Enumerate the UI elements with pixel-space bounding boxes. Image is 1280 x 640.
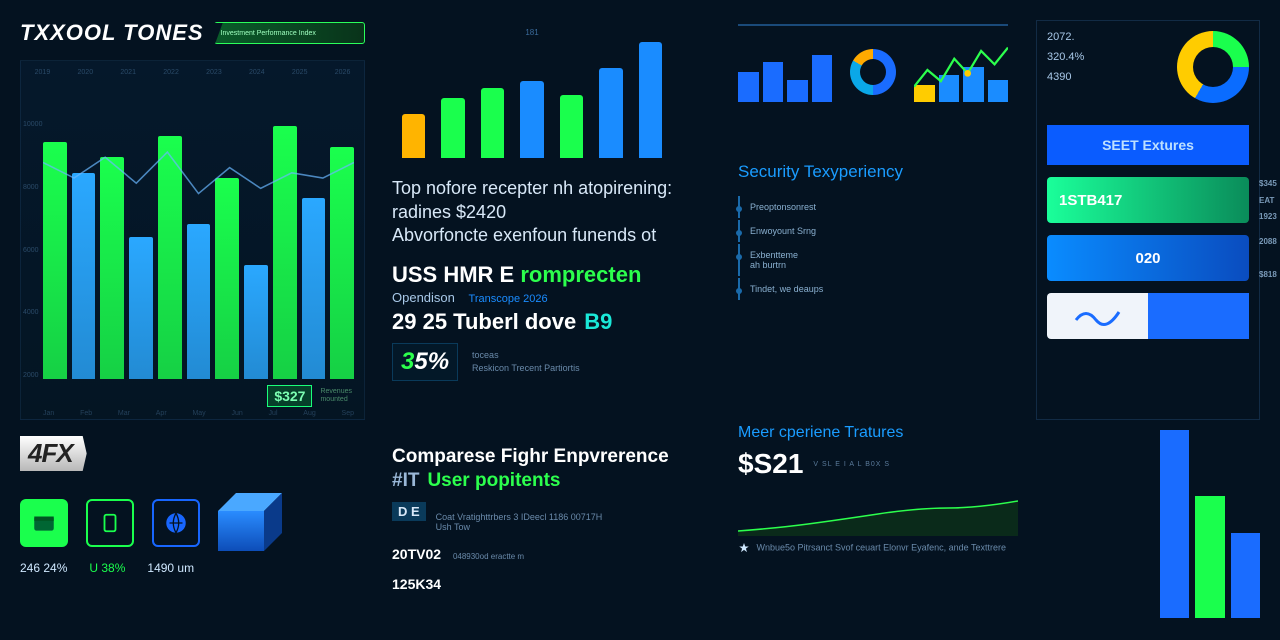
meer-title: Meer cperiene Tratures [738,424,1018,442]
meer-section: Meer cperiene Tratures $S21 V SL E I A L… [738,424,1018,554]
tile-green[interactable]: 1STB417 $345 EAT 1923 [1047,177,1249,223]
meer-area-chart [738,486,1018,536]
headline-2: Abvorfoncte exenfoun funends ot [392,225,712,246]
compare-row2: 125K34 [392,576,441,592]
block2-sub: Opendison [392,290,455,305]
logo-text: TXXOOL TONES [20,20,204,46]
globe-icon[interactable] [152,499,200,547]
right-stats: 2072.320.4%4390 [1047,31,1167,103]
security-section-title: Security Texyperiency [738,162,1008,182]
security-list-item[interactable]: Exbentteme ah burtrn [738,244,1008,276]
fx-badge: 4FX [20,436,87,471]
mini-donut-chart [850,49,896,95]
security-list-item[interactable]: Preoptonsonrest [738,196,1008,218]
compare-title: Comparese Fighr Enpvrerence [392,446,722,468]
chart-inset-badge: $327 Revenues mounted [267,385,352,407]
mid-bar-chart: 181 [392,28,672,158]
divider [738,24,1008,26]
mini-bar-chart-2 [914,42,1008,102]
mid-chart-title: 181 [525,28,538,37]
inset-value: $327 [267,385,312,407]
chart-x-ticks: JanFebMarAprMayJunJulAugSep [43,410,354,417]
mini-charts-row [738,38,1008,106]
headline-1: Top nofore recepter nh atopirening: radi… [392,176,712,225]
compare-sub-green: User popitents [427,470,560,492]
main-revenue-chart: 20192020202120222023202420252026 1000080… [20,60,365,420]
security-list-item[interactable]: Enwoyount Srng [738,220,1008,242]
mini-sparkline [914,42,1008,98]
block2-line3: 29 25 Tuberl dove [392,309,576,335]
meer-ticker: V SL E I A L B0X S [813,461,890,468]
compare-row1: 20TV02 [392,546,441,562]
chart-bars [43,121,354,379]
document-icon[interactable] [86,499,134,547]
logo-subtitle-pill: Investment Performance Index [214,22,365,44]
wallet-icon[interactable] [20,499,68,547]
seet-button[interactable]: SEET Extures [1047,125,1249,165]
meer-footnote: Wnbue5o Pitrsanct Svof ceuart Elonvr Eya… [738,542,1018,554]
right-donut-chart [1177,31,1249,103]
tile-white[interactable] [1047,293,1249,339]
percent-caption: toceas Reskicon Trecent Partiortis [472,349,580,374]
block2-title-white: USS HMR E [392,262,520,287]
tile-green-value: 1STB417 [1059,192,1122,209]
inset-caption: Revenues mounted [320,388,352,405]
tile-white-spark [1047,293,1148,339]
block2-line3-teal: B9 [584,309,612,335]
cube-icon [218,493,288,553]
chart-top-ticks: 20192020202120222023202420252026 [21,69,364,76]
security-list-item[interactable]: Tindet, we deaups [738,278,1008,300]
de-badge: D E [392,502,426,521]
block2-title-green: romprecten [520,262,641,287]
right-bottom-bars [1160,430,1260,618]
tile-blue-value: 020 [1135,250,1160,267]
logo: TXXOOL TONES Investment Performance Inde… [20,20,365,46]
compare-meta: Coat Vratighttrbers 3 IDeecl 1186 00717H… [436,512,603,532]
security-list: PreoptonsonrestEnwoyount SrngExbentteme … [738,196,1008,300]
metric-labels: 246 24%U 38%1490 um [20,561,365,575]
tile-green-meta: $345 EAT 1923 [1253,177,1280,223]
tile-white-fill [1148,293,1249,339]
mini-bar-chart-1 [738,42,832,102]
percent-badge: 35% [392,343,458,381]
meer-value: $S21 [738,448,803,480]
tile-blue-meta: 2088 $818 [1253,235,1280,281]
metric-icon-row [20,493,365,553]
block2-sub-accent: Transcope 2026 [469,293,548,305]
tile-blue[interactable]: 020 2088 $818 [1047,235,1249,281]
compare-sub-pre: #IT [392,470,419,492]
compare-row1-sub: 048930od eractte m [453,552,524,561]
compare-block: Comparese Fighr Enpvrerence #IT User pop… [392,446,722,592]
uss-hmre-block: USS HMR E romprecten Opendison Transcope… [392,262,712,381]
star-icon [738,542,750,554]
right-panel: 2072.320.4%4390 SEET Extures 1STB417 $34… [1036,20,1260,420]
